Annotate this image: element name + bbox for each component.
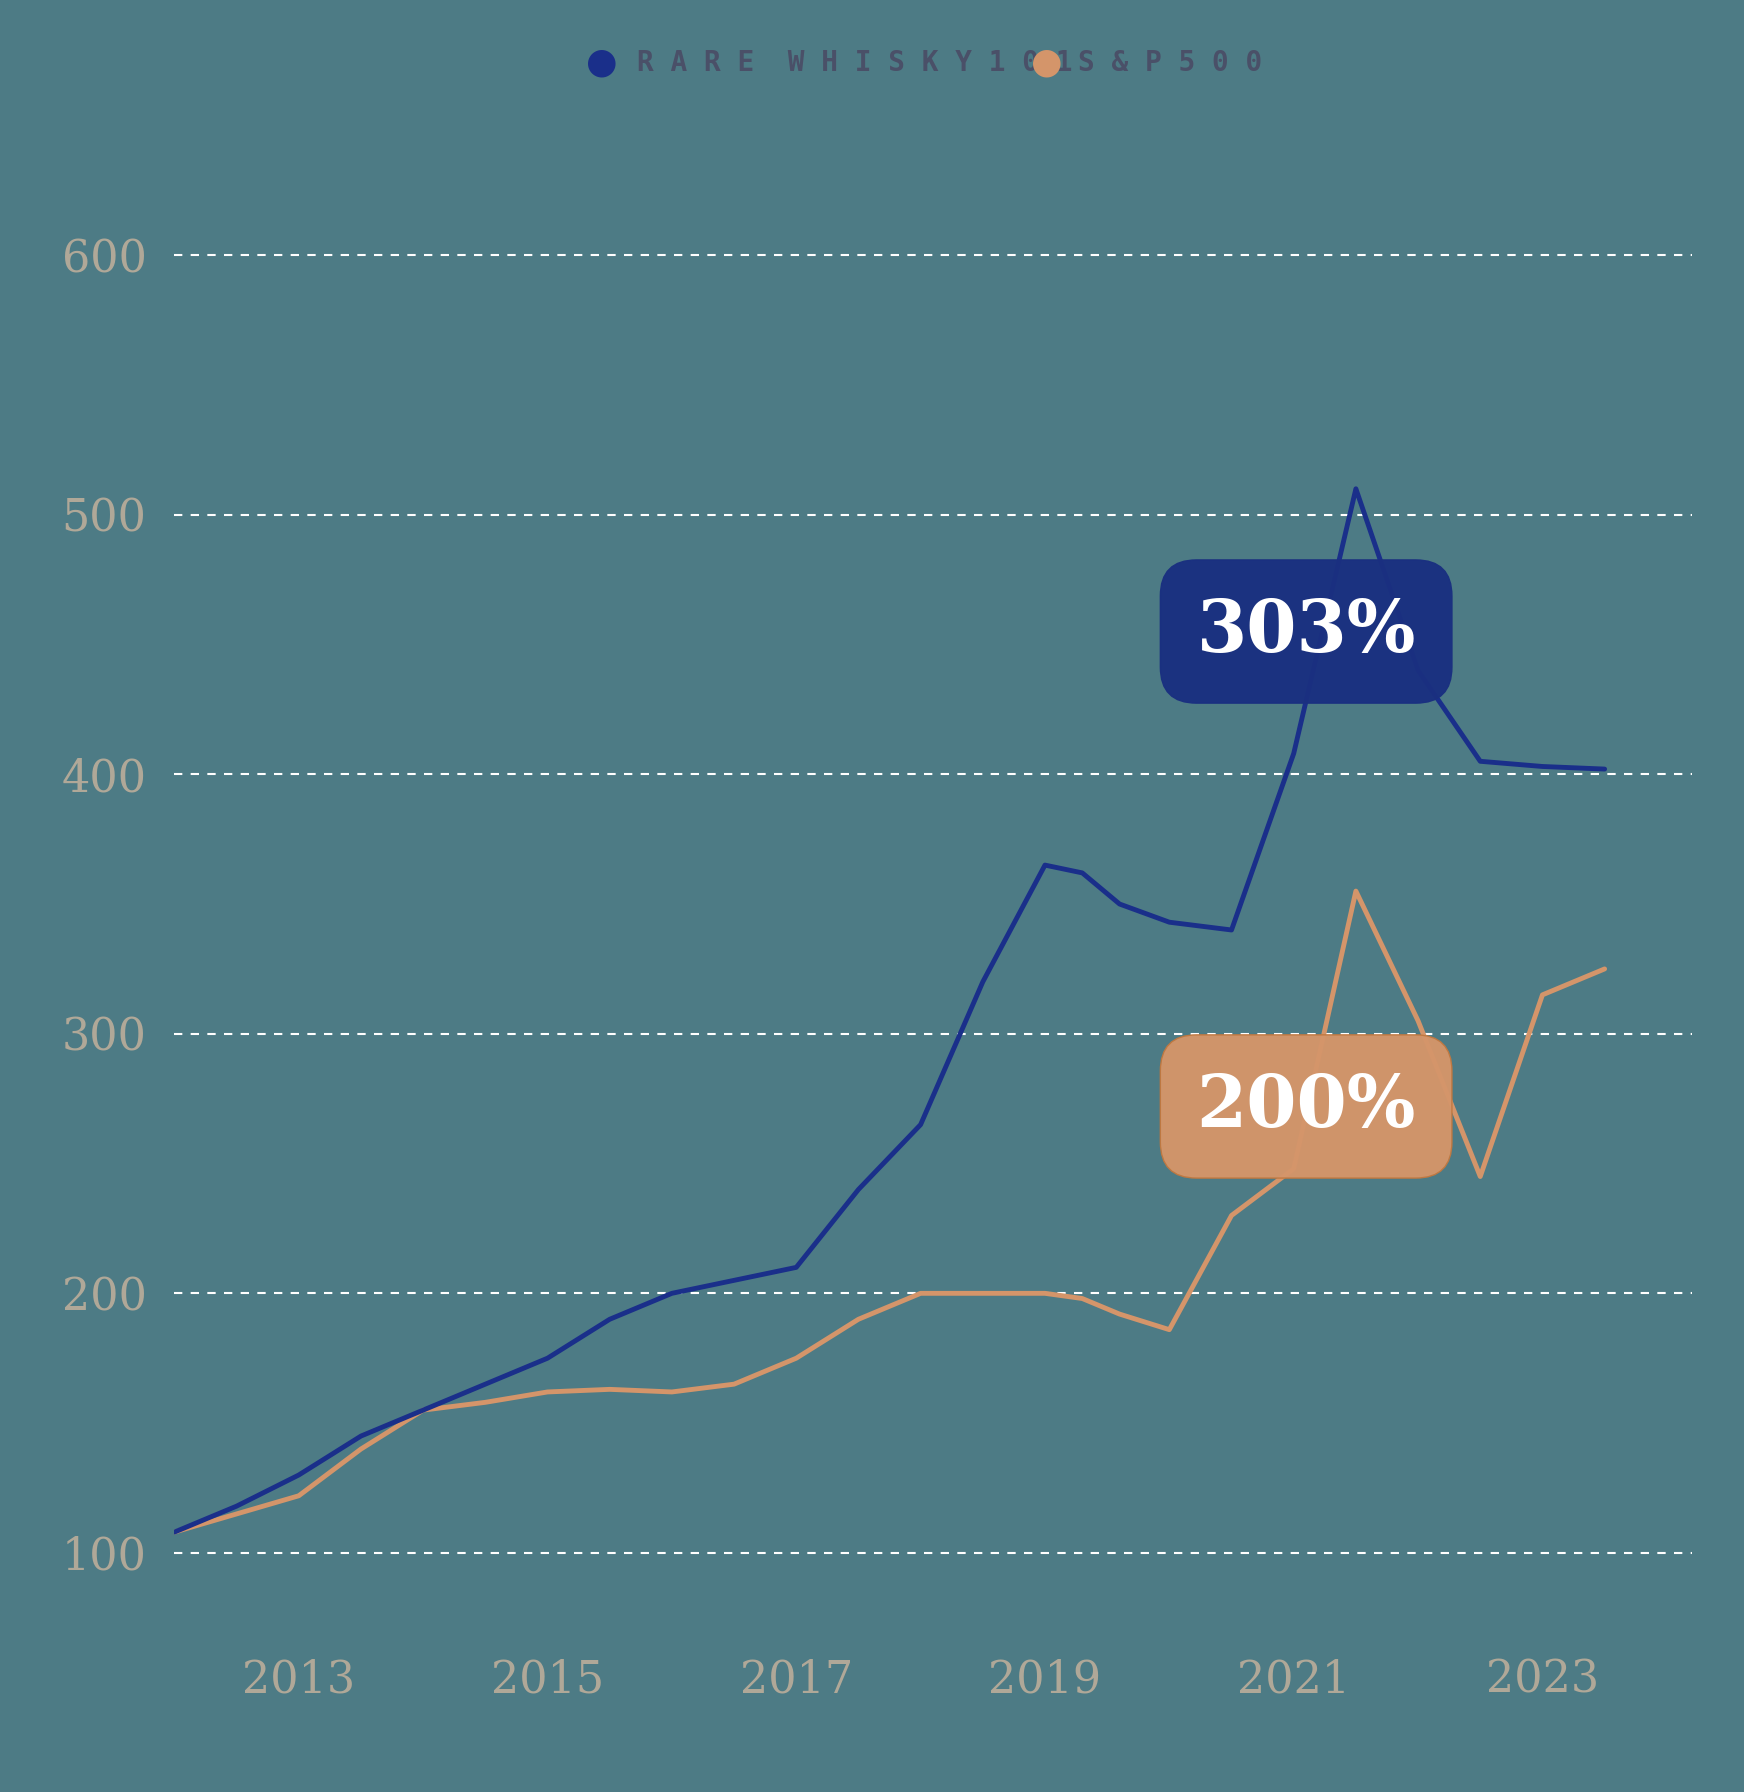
Text: ●: ● xyxy=(1031,47,1062,79)
Text: R A R E  W H I S K Y 1 0 1: R A R E W H I S K Y 1 0 1 xyxy=(637,48,1073,77)
Text: ●: ● xyxy=(586,47,617,79)
Text: 200%: 200% xyxy=(1196,1072,1416,1142)
Text: 303%: 303% xyxy=(1196,597,1416,667)
Text: S & P 5 0 0: S & P 5 0 0 xyxy=(1078,48,1263,77)
